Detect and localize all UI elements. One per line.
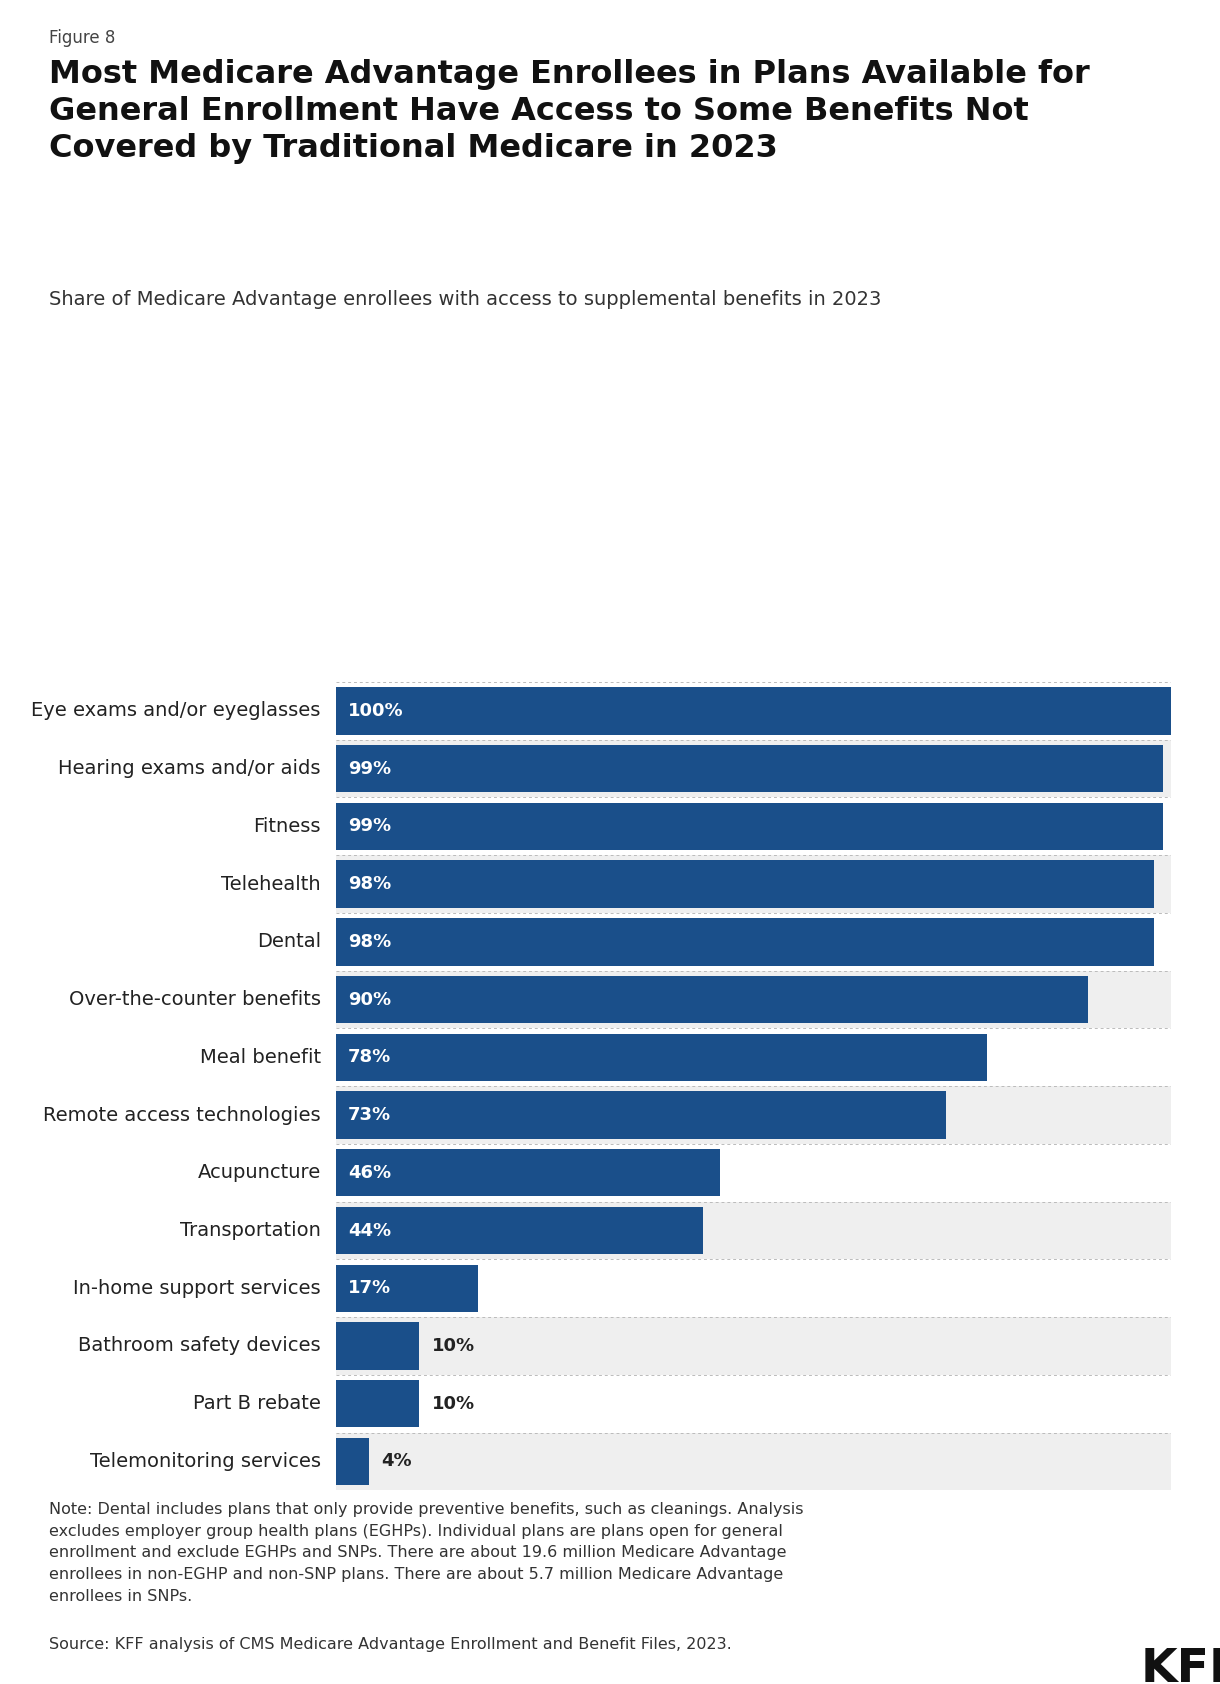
Text: Eye exams and/or eyeglasses: Eye exams and/or eyeglasses	[32, 702, 321, 721]
Bar	[336, 861, 1154, 908]
Text: Acupuncture: Acupuncture	[198, 1164, 321, 1182]
Text: 44%: 44%	[348, 1221, 392, 1239]
Text: Source: KFF analysis of CMS Medicare Advantage Enrollment and Benefit Files, 202: Source: KFF analysis of CMS Medicare Adv…	[49, 1637, 732, 1652]
Bar	[336, 798, 1171, 855]
Bar	[336, 1202, 1171, 1260]
Text: 10%: 10%	[432, 1394, 475, 1413]
Bar	[336, 682, 1171, 739]
Text: Over-the-counter benefits: Over-the-counter benefits	[68, 990, 321, 1009]
Text: Remote access technologies: Remote access technologies	[43, 1106, 321, 1125]
Text: 100%: 100%	[348, 702, 404, 719]
Bar	[336, 1317, 1171, 1374]
Bar	[336, 1086, 1171, 1143]
Text: 17%: 17%	[348, 1280, 392, 1297]
Bar	[336, 918, 1154, 965]
Bar	[336, 1029, 1171, 1086]
Text: In-home support services: In-home support services	[73, 1278, 321, 1298]
Bar	[336, 1381, 420, 1428]
Bar	[336, 739, 1171, 798]
Bar	[336, 1091, 946, 1138]
Bar	[336, 803, 1163, 850]
Bar	[336, 1260, 1171, 1317]
Text: Figure 8: Figure 8	[49, 29, 115, 47]
Text: 98%: 98%	[348, 933, 392, 951]
Bar	[336, 1207, 703, 1255]
Text: 4%: 4%	[382, 1453, 412, 1470]
Bar	[336, 1265, 477, 1312]
Text: Note: Dental includes plans that only provide preventive benefits, such as clean: Note: Dental includes plans that only pr…	[49, 1502, 803, 1603]
Text: 73%: 73%	[348, 1106, 392, 1123]
Bar	[336, 970, 1171, 1029]
Text: Most Medicare Advantage Enrollees in Plans Available for
General Enrollment Have: Most Medicare Advantage Enrollees in Pla…	[49, 59, 1089, 163]
Bar	[336, 1148, 720, 1196]
Text: 78%: 78%	[348, 1049, 392, 1066]
Bar	[336, 687, 1171, 734]
Bar	[336, 977, 1088, 1024]
Text: Share of Medicare Advantage enrollees with access to supplemental benefits in 20: Share of Medicare Advantage enrollees wi…	[49, 290, 881, 308]
Text: Transportation: Transportation	[181, 1221, 321, 1239]
Text: 99%: 99%	[348, 759, 392, 778]
Bar	[336, 1322, 420, 1369]
Bar	[336, 744, 1163, 791]
Bar	[336, 1143, 1171, 1202]
Text: 46%: 46%	[348, 1164, 392, 1182]
Text: Part B rebate: Part B rebate	[193, 1394, 321, 1413]
Text: 99%: 99%	[348, 817, 392, 835]
Text: Bathroom safety devices: Bathroom safety devices	[78, 1337, 321, 1356]
Text: Telehealth: Telehealth	[221, 874, 321, 894]
Bar	[336, 1433, 1171, 1490]
Text: Telemonitoring services: Telemonitoring services	[90, 1452, 321, 1470]
Text: KFF: KFF	[1141, 1647, 1220, 1684]
Text: Hearing exams and/or aids: Hearing exams and/or aids	[59, 759, 321, 778]
Text: Meal benefit: Meal benefit	[200, 1047, 321, 1066]
Text: Fitness: Fitness	[254, 817, 321, 835]
Text: Dental: Dental	[256, 933, 321, 951]
Bar	[336, 913, 1171, 970]
Text: 10%: 10%	[432, 1337, 475, 1356]
Text: 98%: 98%	[348, 876, 392, 893]
Text: 90%: 90%	[348, 990, 392, 1009]
Bar	[336, 1374, 1171, 1433]
Bar	[336, 1034, 987, 1081]
Bar	[336, 855, 1171, 913]
Bar	[336, 1438, 368, 1485]
